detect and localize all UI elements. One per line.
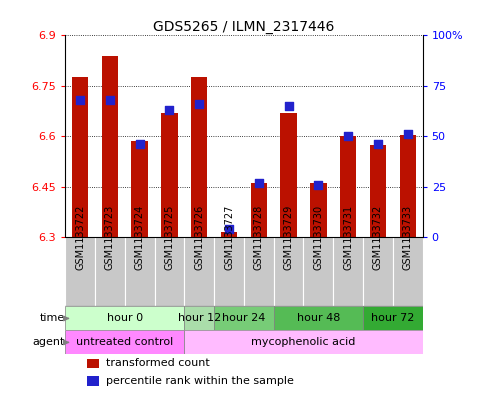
Text: GSM1133728: GSM1133728 (254, 205, 264, 270)
Bar (340, 136, 356, 237)
Bar (65, 331, 185, 354)
Text: untreated control: untreated control (76, 338, 173, 347)
Text: hour 48: hour 48 (297, 314, 340, 323)
Bar (102, 55, 118, 237)
Bar (131, 141, 148, 237)
Title: GDS5265 / ILMN_2317446: GDS5265 / ILMN_2317446 (153, 20, 335, 34)
Text: hour 0: hour 0 (107, 314, 143, 323)
Text: agent: agent (32, 338, 65, 347)
Bar (244, 237, 274, 307)
Point (285, 103, 293, 109)
Bar (274, 307, 363, 331)
Text: GSM1133726: GSM1133726 (194, 205, 204, 270)
Text: hour 12: hour 12 (178, 314, 221, 323)
Point (314, 182, 322, 188)
Bar (95, 237, 125, 307)
Bar (303, 237, 333, 307)
Point (76, 97, 84, 103)
Text: transformed count: transformed count (106, 358, 210, 368)
Text: GSM1133733: GSM1133733 (403, 205, 413, 270)
Bar (86, 376, 99, 386)
Text: GSM1133723: GSM1133723 (105, 205, 115, 270)
Point (255, 180, 263, 186)
Bar (399, 134, 416, 237)
Point (404, 131, 412, 138)
Text: GSM1133732: GSM1133732 (373, 205, 383, 270)
Bar (281, 113, 297, 237)
Bar (214, 307, 274, 331)
Bar (214, 237, 244, 307)
Bar (72, 77, 88, 237)
Bar (363, 307, 423, 331)
Point (195, 101, 203, 107)
Bar (393, 237, 423, 307)
Text: GSM1133725: GSM1133725 (164, 205, 174, 270)
Text: percentile rank within the sample: percentile rank within the sample (106, 376, 294, 386)
Point (166, 107, 173, 113)
Text: hour 72: hour 72 (371, 314, 414, 323)
Bar (65, 237, 95, 307)
Point (225, 226, 233, 232)
Point (344, 133, 352, 140)
Text: time: time (39, 314, 65, 323)
Bar (155, 237, 185, 307)
Point (106, 97, 114, 103)
Text: GSM1133731: GSM1133731 (343, 205, 353, 270)
Text: GSM1133724: GSM1133724 (135, 205, 145, 270)
Bar (65, 307, 185, 331)
Bar (161, 113, 178, 237)
Bar (86, 358, 99, 368)
Bar (251, 183, 267, 237)
Bar (185, 307, 214, 331)
Bar (185, 331, 423, 354)
Bar (310, 183, 327, 237)
Bar (363, 237, 393, 307)
Text: GSM1133730: GSM1133730 (313, 205, 324, 270)
Bar (274, 237, 303, 307)
Text: hour 24: hour 24 (222, 314, 266, 323)
Text: mycophenolic acid: mycophenolic acid (251, 338, 355, 347)
Bar (185, 237, 214, 307)
Bar (125, 237, 155, 307)
Bar (370, 145, 386, 237)
Text: GSM1133729: GSM1133729 (284, 205, 294, 270)
Text: GSM1133727: GSM1133727 (224, 205, 234, 270)
Bar (221, 232, 237, 237)
Point (136, 141, 143, 147)
Point (374, 141, 382, 147)
Bar (333, 237, 363, 307)
Text: GSM1133722: GSM1133722 (75, 205, 85, 270)
Bar (191, 77, 207, 237)
